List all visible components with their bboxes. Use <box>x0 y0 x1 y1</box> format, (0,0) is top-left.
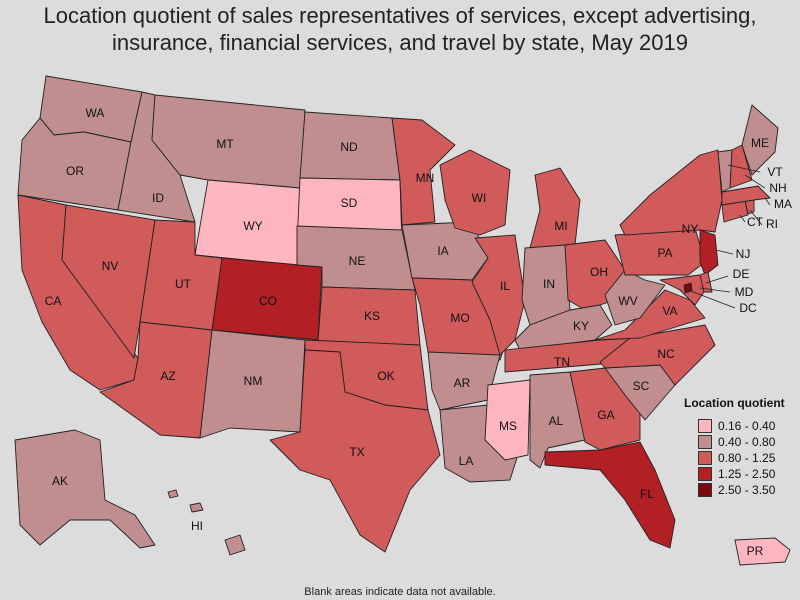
state-label-IL: IL <box>500 279 510 293</box>
state-label-AK: AK <box>52 474 68 488</box>
state-label-MI: MI <box>554 219 567 233</box>
legend-label: 0.40 - 0.80 <box>718 435 776 449</box>
state-label-MD: MD <box>735 285 754 299</box>
state-PR[interactable] <box>734 537 791 566</box>
state-label-MT: MT <box>216 137 234 151</box>
state-NJ[interactable] <box>699 229 719 276</box>
state-label-RI: RI <box>766 217 778 231</box>
state-label-NH: NH <box>769 181 786 195</box>
state-label-WA: WA <box>86 106 105 120</box>
state-label-CO: CO <box>259 294 277 308</box>
state-label-KY: KY <box>573 319 589 333</box>
state-label-ND: ND <box>340 140 358 154</box>
state-NY[interactable] <box>619 149 723 236</box>
legend-item: 0.80 - 1.25 <box>698 450 785 466</box>
legend-swatch <box>698 483 712 497</box>
state-label-OK: OK <box>377 369 394 383</box>
legend-item: 2.50 - 3.50 <box>698 482 785 498</box>
state-label-TX: TX <box>349 445 364 459</box>
state-label-MN: MN <box>416 171 435 185</box>
state-IL[interactable] <box>471 234 526 356</box>
state-label-IN: IN <box>543 277 555 291</box>
state-NV[interactable] <box>61 204 156 359</box>
legend-label: 0.80 - 1.25 <box>718 451 776 465</box>
legend-swatch <box>698 419 712 433</box>
state-WI[interactable] <box>439 149 511 236</box>
state-MN[interactable] <box>391 117 456 226</box>
state-label-VT: VT <box>767 165 783 179</box>
state-MA[interactable] <box>721 185 771 206</box>
legend-label: 2.50 - 3.50 <box>718 483 776 497</box>
state-label-AR: AR <box>454 376 471 390</box>
state-label-NV: NV <box>102 259 119 273</box>
state-label-NC: NC <box>657 347 675 361</box>
state-label-IA: IA <box>437 244 448 258</box>
state-label-CA: CA <box>45 294 62 308</box>
state-label-WI: WI <box>472 191 487 205</box>
legend-swatch <box>698 467 712 481</box>
state-label-PA: PA <box>657 246 672 260</box>
state-label-DC: DC <box>739 301 757 315</box>
state-AK[interactable] <box>14 429 156 549</box>
state-FL[interactable] <box>544 441 676 549</box>
state-label-SD: SD <box>341 196 358 210</box>
state-label-HI: HI <box>191 519 203 533</box>
state-label-OH: OH <box>590 265 608 279</box>
state-label-LA: LA <box>459 454 474 468</box>
legend-label: 0.16 - 0.40 <box>718 419 776 433</box>
legend-item: 0.40 - 0.80 <box>698 434 785 450</box>
footnote: Blank areas indicate data not available. <box>304 586 496 598</box>
state-label-WV: WV <box>618 294 637 308</box>
state-label-KS: KS <box>364 309 380 323</box>
state-label-MS: MS <box>499 419 517 433</box>
state-label-OR: OR <box>66 164 84 178</box>
state-label-VA: VA <box>662 304 677 318</box>
state-label-MA: MA <box>774 197 792 211</box>
state-label-GA: GA <box>597 408 614 422</box>
state-MI[interactable] <box>529 167 581 249</box>
legend-swatch <box>698 435 712 449</box>
state-label-PR: PR <box>747 544 764 558</box>
legend: Location quotient 0.16 - 0.40 0.40 - 0.80… <box>684 396 785 498</box>
legend-swatch <box>698 451 712 465</box>
state-label-MO: MO <box>450 311 469 325</box>
state-label-ME: ME <box>751 136 769 150</box>
state-TX[interactable] <box>269 349 441 553</box>
map-title: Location quotient of sales representativ… <box>43 3 757 55</box>
state-label-AL: AL <box>549 414 564 428</box>
state-MS[interactable] <box>484 379 531 461</box>
state-MD[interactable] <box>659 274 705 306</box>
state-label-FL: FL <box>640 487 654 501</box>
legend-label: 1.25 - 2.50 <box>718 467 776 481</box>
state-AR[interactable] <box>427 351 501 411</box>
state-label-NY: NY <box>682 222 699 236</box>
state-label-TN: TN <box>554 355 570 369</box>
state-label-NE: NE <box>349 254 366 268</box>
legend-item: 1.25 - 2.50 <box>698 466 785 482</box>
state-label-ID: ID <box>152 191 164 205</box>
state-label-NM: NM <box>244 374 263 388</box>
state-label-SC: SC <box>633 379 650 393</box>
state-HI[interactable] <box>167 489 246 556</box>
state-label-NJ: NJ <box>736 247 751 261</box>
state-label-WY: WY <box>243 219 262 233</box>
legend-title: Location quotient <box>684 396 785 410</box>
legend-item: 0.16 - 0.40 <box>698 418 785 434</box>
state-label-DE: DE <box>733 267 750 281</box>
state-label-UT: UT <box>175 277 192 291</box>
state-label-CT: CT <box>747 215 764 229</box>
state-label-AZ: AZ <box>160 369 175 383</box>
state-NM[interactable] <box>199 329 306 439</box>
